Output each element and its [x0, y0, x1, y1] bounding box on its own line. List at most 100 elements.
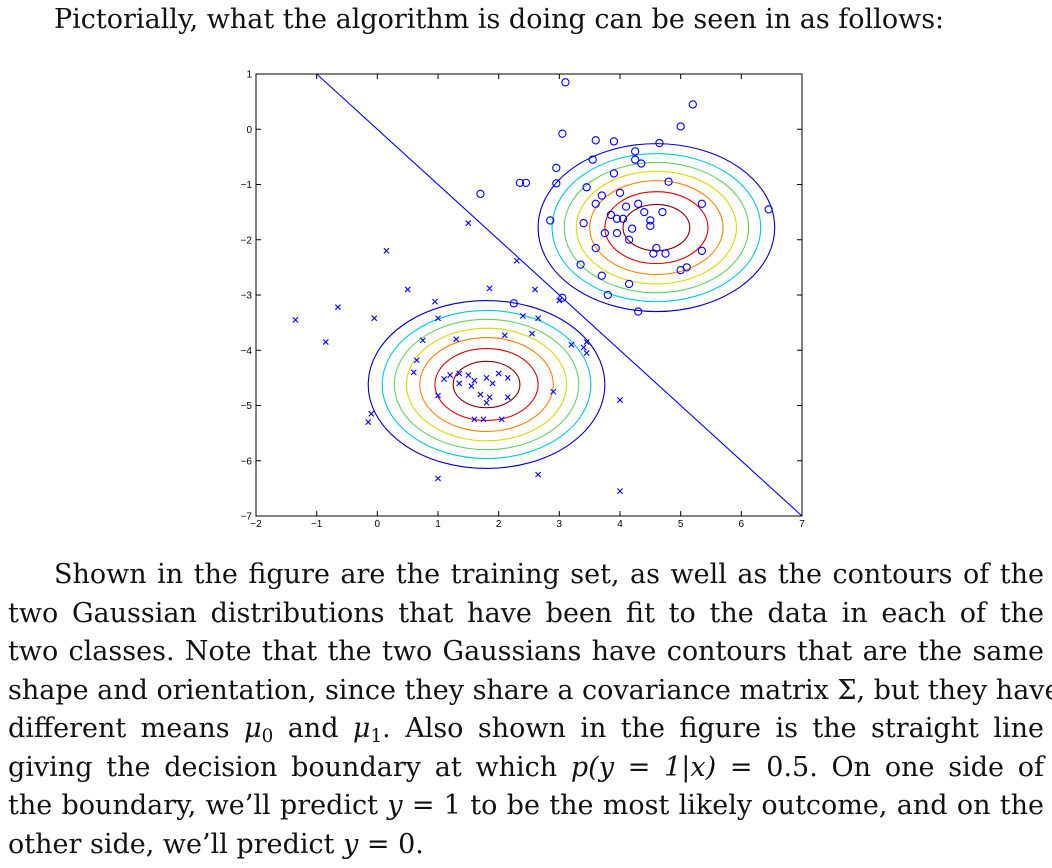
circle-data-point	[764, 205, 773, 214]
cross-data-point	[556, 297, 563, 304]
contour-ellipse	[604, 191, 709, 265]
circle-data-point	[637, 159, 646, 168]
x-tick-label: 2	[496, 519, 502, 530]
mu-1-symbol: μ	[352, 713, 371, 744]
cross-data-point	[486, 285, 493, 292]
circle-data-point	[676, 122, 685, 131]
circle-data-point	[658, 207, 667, 217]
circle-data-point	[558, 129, 567, 138]
cross-data-point	[441, 375, 448, 382]
y-tick-label: −2	[241, 235, 253, 246]
cross-data-point	[489, 380, 496, 387]
line-7-head: the boundary, we’ll predict	[8, 790, 388, 821]
circle-data-point	[624, 235, 634, 244]
y-tick-label: −3	[241, 291, 253, 302]
cross-data-point	[568, 341, 575, 348]
cross-data-point	[334, 304, 341, 311]
cross-data-point	[447, 372, 454, 379]
cross-data-point	[495, 370, 502, 377]
cross-data-point	[383, 247, 390, 254]
cross-data-point	[322, 338, 329, 345]
contour-ellipse	[367, 299, 606, 470]
circle-data-point	[627, 224, 637, 233]
cross-data-point	[519, 313, 526, 319]
circle-data-point	[521, 178, 531, 187]
contour-ellipse	[575, 170, 738, 285]
contour-ellipse	[622, 203, 691, 252]
y-tick-label: −5	[241, 401, 253, 412]
circle-data-point	[597, 191, 606, 200]
x-tick-label: 6	[739, 519, 745, 530]
circle-data-point	[661, 249, 670, 258]
paragraph-line-5: different means μ0 and μ1. Also shown in…	[8, 710, 1044, 749]
circle-data-point	[618, 214, 628, 223]
cross-data-point	[504, 374, 511, 381]
cross-data-point	[617, 396, 623, 403]
cross-data-point	[435, 392, 441, 399]
cross-data-point	[483, 399, 490, 406]
circle-data-point	[664, 177, 673, 186]
paragraph-line-8: other side, we’ll predict y = 0.	[8, 826, 1044, 865]
y-variable: y	[387, 790, 403, 821]
x-tick-label: 5	[678, 519, 684, 530]
equals-one: = 1	[402, 790, 461, 821]
cross-data-point	[532, 286, 539, 293]
circle-data-point	[621, 202, 631, 211]
circle-data-point	[515, 178, 525, 187]
circle-data-point	[612, 228, 622, 238]
cross-data-point	[498, 416, 505, 423]
x-tick-label: 0	[375, 519, 381, 530]
cross-data-point	[368, 410, 375, 417]
circle-data-point	[676, 265, 685, 275]
circle-data-point	[476, 189, 485, 199]
circle-data-point	[509, 299, 518, 308]
circle-data-point	[558, 293, 567, 302]
cross-data-point	[404, 286, 411, 293]
circle-data-point	[591, 136, 600, 145]
probability-expression: p(y = 1|x)	[570, 751, 717, 783]
and-text: and	[273, 713, 353, 744]
cross-data-point	[371, 315, 378, 322]
circle-data-point	[588, 155, 597, 164]
circle-data-point	[615, 188, 625, 197]
cross-data-point	[583, 350, 590, 357]
circle-data-point	[640, 207, 649, 217]
cross-data-point	[583, 338, 590, 345]
line-7-tail: to be the most likely outcome, and on th…	[460, 790, 1045, 821]
contour-ellipse	[537, 143, 776, 313]
x-tick-label: 7	[799, 519, 805, 530]
contour-ellipse	[381, 309, 592, 460]
cross-data-point	[435, 475, 441, 482]
y-tick-label: −6	[241, 456, 253, 467]
circle-data-point	[597, 271, 606, 280]
cross-data-point	[410, 369, 417, 376]
cross-data-point	[483, 374, 490, 381]
circle-data-point	[697, 199, 707, 208]
axis-ticks-group: −2 −1 0 1 2 3 4 5 6 7 1 0 −1 −2 −3 −4 −5 −6 −7	[241, 70, 806, 531]
cross-data-point	[471, 377, 478, 384]
cross-data-point	[580, 344, 587, 351]
gaussian-scatter-figure: −2 −1 0 1 2 3 4 5 6 7 1 0 −1 −2 −3 −4 −5 −6 −7	[241, 70, 806, 531]
x-tick-label: 3	[557, 519, 563, 530]
cross-data-point	[419, 337, 426, 344]
means-text: different means	[8, 713, 245, 744]
circle-data-point	[606, 210, 616, 220]
circle-data-point	[582, 183, 591, 192]
cross-data-point	[501, 332, 508, 339]
cross-data-point	[453, 336, 460, 343]
circle-data-point	[603, 290, 613, 300]
cross-data-point	[465, 372, 472, 379]
contour-ellipse	[563, 161, 750, 294]
data-points-group	[292, 78, 773, 495]
circle-data-point	[576, 260, 585, 269]
cross-data-point	[456, 370, 463, 377]
circle-data-point	[609, 169, 619, 178]
circle-data-point	[646, 216, 655, 225]
cross-data-point	[617, 488, 623, 495]
circle-data-point	[697, 246, 707, 255]
line-5-tail: . Also shown in the figure is the straig…	[382, 713, 1044, 744]
x-tick-label: 1	[435, 519, 441, 530]
y-tick-label: 1	[246, 70, 252, 81]
cross-data-point	[413, 357, 420, 364]
y-tick-label: 0	[246, 125, 252, 136]
